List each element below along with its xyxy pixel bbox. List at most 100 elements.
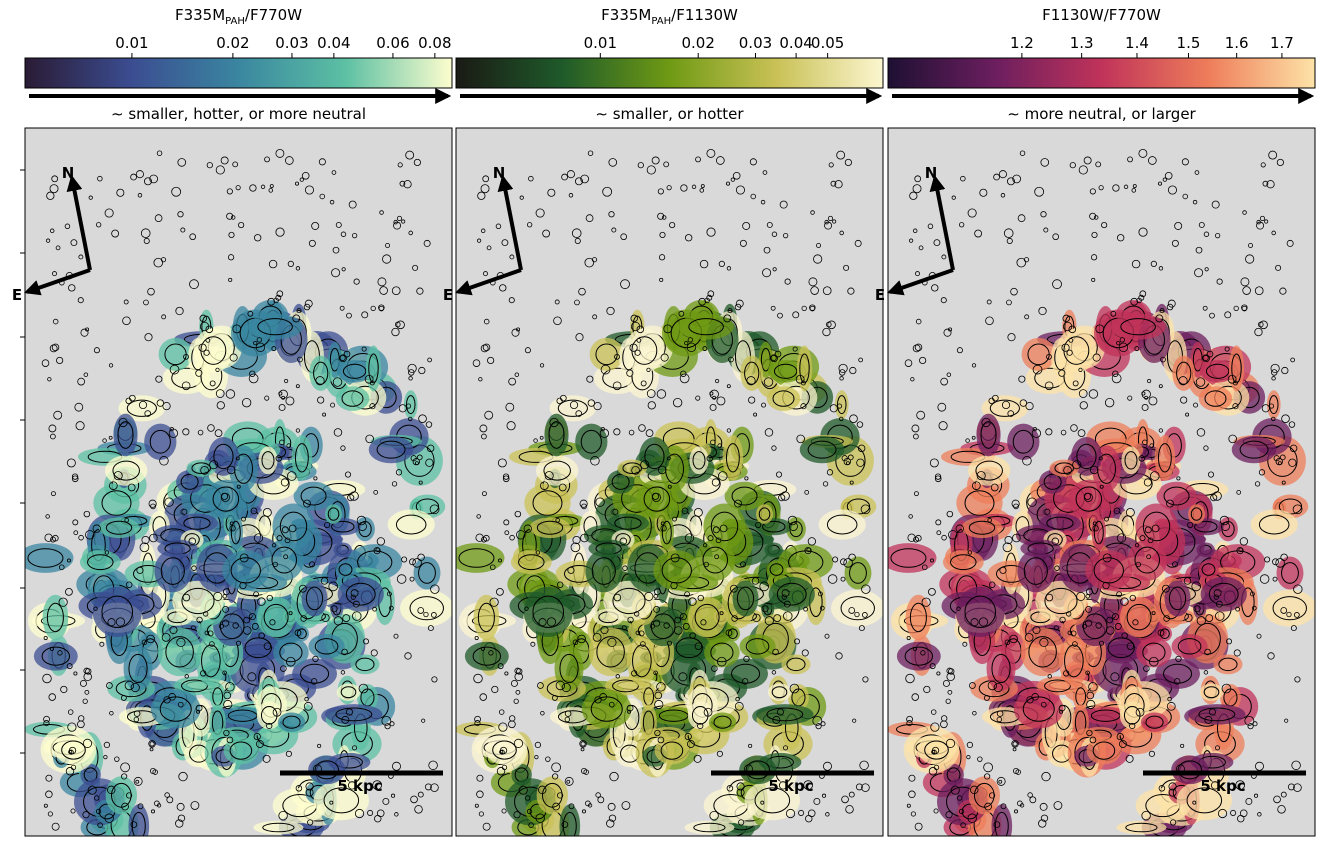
- contour: [909, 602, 927, 633]
- contour: [498, 558, 502, 563]
- contour: [1150, 260, 1157, 268]
- contour: [103, 741, 111, 749]
- contour: [93, 606, 98, 611]
- contour: [1092, 521, 1097, 526]
- contour: [301, 171, 310, 180]
- contour: [321, 613, 330, 623]
- tick-label: 0.05: [811, 34, 844, 52]
- contour: [114, 756, 120, 762]
- contour: [556, 397, 563, 405]
- contour: [314, 760, 340, 780]
- contour: [661, 520, 672, 545]
- contour: [608, 701, 615, 708]
- contour: [840, 558, 847, 566]
- contour: [1118, 342, 1129, 353]
- contour: [653, 605, 661, 613]
- emission-region: [400, 589, 452, 627]
- contour: [827, 215, 834, 221]
- contour: [85, 668, 92, 675]
- contour: [222, 619, 230, 627]
- emission-region: [796, 345, 812, 392]
- contour: [80, 328, 89, 337]
- contour: [1286, 611, 1292, 618]
- contour: [775, 471, 783, 478]
- contour: [263, 642, 272, 650]
- contour: [255, 342, 266, 353]
- contour: [1083, 156, 1092, 165]
- contour: [532, 490, 563, 516]
- contour: [719, 611, 724, 616]
- emission-region: [193, 328, 234, 373]
- contour: [592, 632, 602, 642]
- contour: [519, 195, 524, 200]
- arrow-label: ∼ more neutral, or larger: [1007, 105, 1196, 123]
- contour: [253, 341, 258, 346]
- contour: [1175, 655, 1182, 663]
- contour: [1272, 558, 1279, 566]
- contour: [409, 576, 415, 582]
- contour: [828, 162, 834, 168]
- contour: [480, 344, 489, 353]
- contour: [136, 566, 144, 574]
- contour: [286, 443, 292, 449]
- contour: [911, 424, 920, 433]
- contour: [964, 595, 997, 629]
- contour: [394, 812, 399, 817]
- contour: [327, 507, 340, 521]
- contour: [958, 808, 965, 814]
- contour: [1129, 594, 1136, 602]
- contour: [341, 390, 364, 407]
- contour: [1116, 533, 1127, 543]
- contour: [1070, 424, 1078, 432]
- contour: [608, 158, 618, 167]
- emission-region: [956, 483, 1003, 523]
- contour: [606, 819, 615, 828]
- emission-region: [1013, 689, 1064, 729]
- contour: [286, 471, 297, 481]
- contour: [711, 478, 720, 487]
- emission-region: [264, 539, 304, 581]
- contour: [190, 625, 196, 631]
- contour: [1151, 611, 1156, 616]
- contour: [200, 466, 209, 475]
- contour: [907, 533, 916, 542]
- contour: [68, 749, 74, 755]
- contour: [600, 426, 605, 432]
- contour: [540, 710, 545, 716]
- contour: [587, 399, 596, 407]
- contour: [260, 705, 278, 725]
- emission-region: [157, 627, 202, 677]
- contour: [858, 357, 863, 363]
- contour: [621, 625, 627, 631]
- emission-region: [273, 637, 309, 668]
- contour: [739, 239, 747, 247]
- contour: [45, 774, 53, 782]
- emission-region: [756, 704, 814, 725]
- contour: [287, 260, 294, 268]
- contour: [568, 193, 574, 198]
- emission-region: [1198, 560, 1219, 579]
- contour: [67, 558, 71, 563]
- contour: [1039, 637, 1049, 648]
- contour: [130, 821, 138, 828]
- contour: [295, 384, 300, 389]
- contour: [1275, 264, 1282, 271]
- contour: [476, 514, 481, 519]
- colorbar: [24, 57, 453, 89]
- contour: [164, 497, 174, 507]
- contour: [1203, 445, 1209, 451]
- contour: [969, 682, 976, 689]
- contour: [804, 547, 812, 555]
- emission-region: [1100, 631, 1143, 664]
- contour: [1068, 325, 1077, 334]
- contour: [475, 533, 484, 542]
- emission-region: [653, 550, 701, 591]
- contour: [535, 208, 545, 218]
- contour: [1290, 357, 1295, 363]
- contour: [906, 720, 913, 727]
- contour: [847, 287, 855, 295]
- contour: [661, 557, 692, 584]
- contour: [346, 312, 352, 319]
- contour: [1163, 615, 1170, 622]
- contour: [595, 497, 605, 507]
